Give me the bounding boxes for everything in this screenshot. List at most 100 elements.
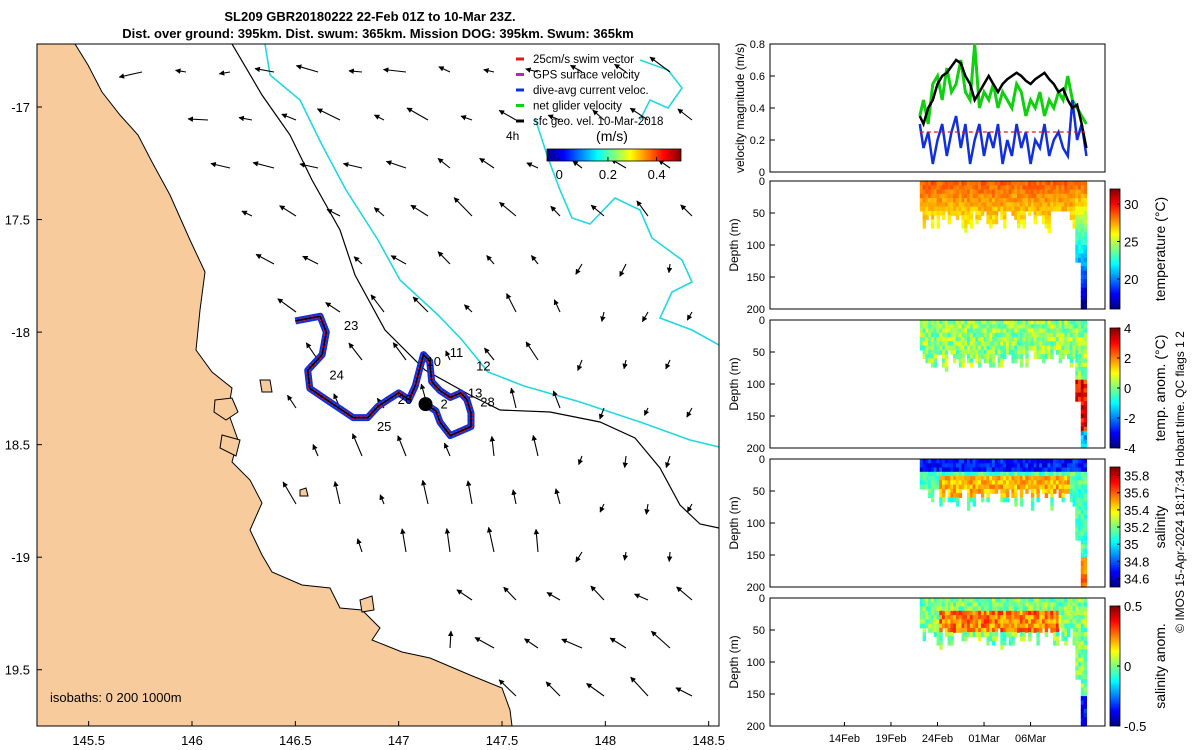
- section-cell: [1083, 181, 1087, 186]
- section-cell: [1019, 598, 1024, 603]
- section-cell: [961, 636, 965, 642]
- section-cell: [969, 354, 974, 359]
- section-cell: [1022, 198, 1026, 203]
- velocity-vector: [590, 585, 605, 601]
- section-cell: [947, 467, 951, 473]
- section-cell: [1000, 185, 1004, 191]
- section-y-tick-label: 50: [753, 625, 765, 637]
- section-cell: [1080, 283, 1085, 289]
- section-cell: [992, 619, 996, 625]
- section-cell: [1055, 341, 1060, 347]
- section-cell: [1044, 181, 1049, 186]
- section-cell: [992, 345, 996, 351]
- map-title-line2: Dist. over ground: 395km. Dist. swum: 36…: [122, 26, 634, 41]
- section-cell: [1039, 320, 1043, 325]
- section-cell: [964, 332, 968, 338]
- section-cell: [1036, 324, 1040, 330]
- section-cell: [1017, 619, 1021, 625]
- section-y-tick-label: 0: [759, 176, 765, 188]
- section-cell: [930, 206, 935, 212]
- section-cell: [969, 198, 974, 203]
- section-cell: [1080, 644, 1085, 650]
- section-cell: [1078, 484, 1082, 490]
- section-cell: [1011, 619, 1015, 625]
- section-cell: [1039, 198, 1043, 203]
- section-cell: [992, 623, 996, 629]
- section-cell: [1064, 349, 1068, 355]
- section-cell: [1058, 328, 1062, 334]
- section-cell: [1083, 717, 1087, 723]
- section-cell: [933, 459, 938, 464]
- section-cell: [939, 189, 943, 195]
- map-x-tick-label: 147: [388, 733, 410, 748]
- section-cell: [1033, 210, 1037, 216]
- section-cell: [947, 619, 951, 625]
- velocity-vector: [438, 66, 451, 73]
- section-cell: [1003, 219, 1007, 225]
- section-cell: [1078, 615, 1082, 620]
- section-cell: [967, 337, 971, 342]
- section-cell: [1083, 721, 1087, 727]
- section-cell: [944, 358, 949, 364]
- section-cell: [1050, 505, 1054, 511]
- section-cell: [1075, 471, 1079, 477]
- section-cell: [1000, 476, 1004, 481]
- section-cell: [1017, 606, 1021, 612]
- section-cell: [978, 210, 982, 216]
- section-cell: [1044, 476, 1049, 481]
- section-cell: [1055, 640, 1060, 646]
- section-cell: [1083, 245, 1087, 250]
- velocity-vector: [479, 157, 495, 169]
- section-cell: [964, 198, 968, 203]
- section-cell: [1011, 320, 1015, 325]
- section-cell: [1067, 185, 1071, 191]
- section-cell: [942, 598, 946, 603]
- section-cell: [989, 463, 993, 469]
- section-cell: [1017, 337, 1021, 342]
- section-cell: [947, 181, 951, 186]
- section-cell: [1072, 185, 1076, 191]
- section-cell: [1000, 328, 1004, 334]
- section-cell: [1055, 632, 1060, 637]
- section-cell: [942, 198, 946, 203]
- section-cell: [944, 362, 949, 368]
- section-cell: [950, 193, 954, 199]
- section-cell: [950, 459, 954, 464]
- section-cell: [1019, 198, 1024, 203]
- section-cell: [986, 189, 990, 195]
- section-cell: [1078, 366, 1082, 372]
- section-cell: [1061, 206, 1065, 212]
- section-cell: [1058, 493, 1062, 498]
- section-cell: [922, 324, 926, 330]
- section-cell: [980, 202, 985, 208]
- section-cell: [1036, 181, 1040, 186]
- section-cell: [939, 640, 943, 646]
- section-cell: [1064, 602, 1068, 608]
- section-cell: [1003, 198, 1007, 203]
- section-cell: [967, 467, 971, 473]
- section-cell: [1083, 345, 1087, 351]
- section-cell: [942, 358, 946, 364]
- section-cell: [942, 476, 946, 481]
- section-cell: [1080, 210, 1085, 216]
- section-cell: [1064, 324, 1068, 330]
- section-cell: [1083, 189, 1087, 195]
- section-cell: [1053, 619, 1057, 625]
- section-cell: [972, 198, 976, 203]
- section-cell: [944, 606, 949, 612]
- section-cell: [983, 185, 988, 191]
- section-cell: [969, 328, 974, 334]
- section-cell: [928, 484, 932, 490]
- section-cell: [933, 354, 938, 359]
- section-cell: [933, 467, 938, 473]
- section-cell: [1019, 488, 1024, 494]
- section-cell: [1033, 189, 1037, 195]
- section-cell: [1017, 610, 1021, 616]
- section-cell: [1080, 480, 1085, 486]
- section-cell: [1042, 328, 1046, 334]
- section-cell: [1053, 206, 1057, 212]
- section-cell: [1075, 232, 1079, 238]
- section-cell: [1080, 615, 1085, 620]
- section-cell: [972, 606, 976, 612]
- section-cell: [1000, 459, 1004, 464]
